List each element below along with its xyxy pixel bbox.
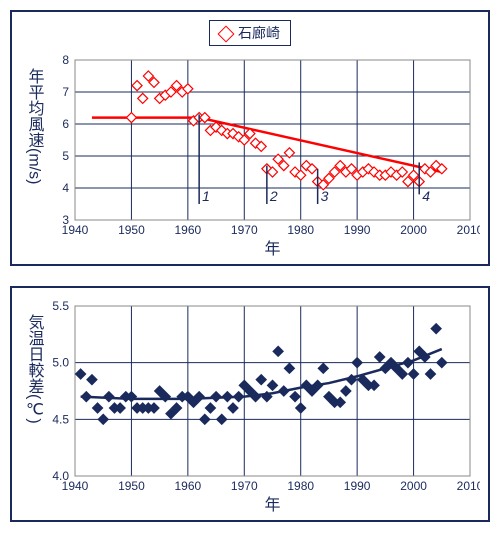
svg-text:1960: 1960	[175, 479, 202, 493]
wind-speed-chart-panel: 石廊崎 194019501960197019801990200020103456…	[10, 10, 490, 266]
chart1-legend: 石廊崎	[20, 20, 480, 46]
temp-range-chart-panel: 194019501960197019801990200020104.04.55.…	[10, 286, 490, 522]
svg-text:1950: 1950	[118, 479, 145, 493]
svg-text:3: 3	[321, 188, 329, 204]
svg-text:2010: 2010	[457, 479, 480, 493]
svg-text:4.0: 4.0	[52, 469, 69, 483]
svg-text:6: 6	[62, 117, 69, 131]
svg-text:4: 4	[422, 188, 430, 204]
svg-text:7: 7	[62, 85, 69, 99]
svg-text:1980: 1980	[287, 223, 314, 237]
svg-text:年平均風速(m/s): 年平均風速(m/s)	[26, 68, 45, 184]
svg-text:年: 年	[264, 240, 280, 258]
svg-text:1990: 1990	[344, 479, 371, 493]
chart1-svg: 1940195019601970198019902000201034567812…	[20, 50, 480, 260]
svg-text:1980: 1980	[287, 479, 314, 493]
svg-text:4: 4	[62, 181, 69, 195]
svg-text:3: 3	[62, 213, 69, 227]
svg-text:2: 2	[269, 188, 278, 204]
legend-item: 石廊崎	[209, 20, 291, 46]
svg-text:5.5: 5.5	[52, 299, 69, 313]
svg-text:2000: 2000	[400, 479, 427, 493]
svg-text:1990: 1990	[344, 223, 371, 237]
svg-text:1950: 1950	[118, 223, 145, 237]
legend-marker-diamond	[218, 26, 235, 43]
svg-text:8: 8	[62, 53, 69, 67]
svg-text:2010: 2010	[457, 223, 480, 237]
svg-text:2000: 2000	[400, 223, 427, 237]
svg-text:年: 年	[264, 496, 280, 514]
legend-label: 石廊崎	[238, 25, 280, 41]
svg-text:1970: 1970	[231, 223, 258, 237]
svg-text:1: 1	[202, 188, 210, 204]
svg-text:5: 5	[62, 149, 69, 163]
svg-text:1960: 1960	[175, 223, 202, 237]
svg-text:5.0: 5.0	[52, 356, 69, 370]
svg-text:気温日較差(℃): 気温日較差(℃)	[26, 314, 45, 424]
svg-text:4.5: 4.5	[52, 412, 69, 426]
svg-text:1970: 1970	[231, 479, 258, 493]
chart2-svg: 194019501960197019801990200020104.04.55.…	[20, 296, 480, 516]
